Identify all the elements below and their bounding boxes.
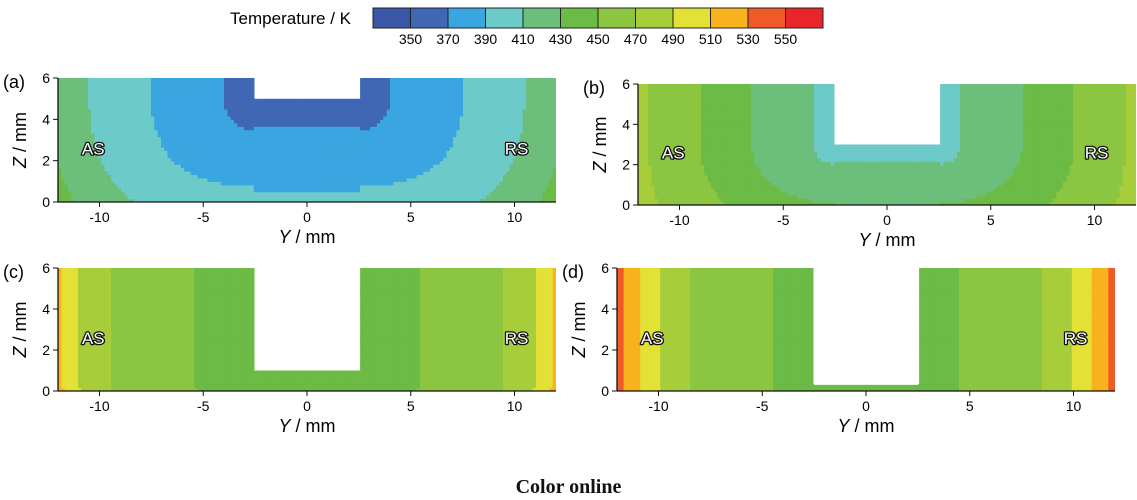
as-annotation: AS: [82, 329, 105, 348]
contour-panel: -10 -5 0 5 10 0 2 4 6 Y / mm Z / mm (b) AS RS: [583, 76, 1136, 250]
x-tick-label: 10: [1087, 212, 1103, 228]
x-tick-label: -10: [89, 209, 109, 225]
contour-panel: -10 -5 0 5 10 0 2 4 6 Y / mm Z / mm (c) AS RS: [3, 260, 556, 436]
colorbar-swatch: [785, 8, 824, 28]
x-axis-label: Y / mm: [858, 230, 915, 250]
x-tick-label: -5: [777, 212, 790, 228]
panel-label: (a): [3, 72, 25, 92]
x-tick-label: -10: [669, 212, 689, 228]
colorbar-tick-label: 370: [436, 31, 460, 47]
colorbar-title: Temperature / K: [230, 9, 352, 28]
y-axis-label: Z / mm: [569, 302, 589, 359]
x-tick-label: 0: [883, 212, 891, 228]
y-tick-label: 2: [42, 342, 50, 358]
tool-cavity: [835, 83, 939, 145]
colorbar-tick-label: 430: [549, 31, 573, 47]
x-tick-label: -10: [648, 398, 668, 414]
rs-annotation: RS: [505, 139, 529, 158]
colorbar-swatch: [373, 8, 411, 28]
x-tick-label: -5: [197, 209, 210, 225]
colorbar-swatch: [710, 8, 749, 28]
caption: Color online: [515, 476, 622, 498]
panel-label: (b): [583, 78, 605, 98]
x-tick-label: 5: [407, 398, 415, 414]
y-tick-label: 6: [622, 76, 630, 92]
x-tick-label: 10: [507, 209, 523, 225]
y-tick-label: 0: [622, 197, 630, 213]
tool-cavity: [255, 267, 359, 371]
y-tick-label: 2: [42, 153, 50, 169]
y-tick-label: 6: [601, 260, 609, 276]
y-tick-label: 2: [601, 342, 609, 358]
x-tick-label: 10: [1066, 398, 1082, 414]
temperature-field: [617, 268, 1115, 391]
y-tick-label: 0: [601, 383, 609, 399]
panel-label: (c): [3, 262, 24, 282]
y-tick-label: 6: [42, 260, 50, 276]
colorbar-swatch: [635, 8, 674, 28]
as-annotation: AS: [662, 144, 685, 163]
colorbar-swatch: [410, 8, 449, 28]
x-tick-label: -5: [756, 398, 769, 414]
x-tick-label: 0: [862, 398, 870, 414]
temperature-field: [638, 84, 1136, 205]
colorbar-swatch: [598, 8, 636, 28]
x-tick-label: 5: [987, 212, 995, 228]
colorbar-tick-label: 350: [399, 31, 423, 47]
y-tick-label: 2: [622, 157, 630, 173]
colorbar-swatch: [673, 8, 711, 28]
y-tick-label: 4: [601, 301, 609, 317]
colorbar-tick-label: 490: [661, 31, 685, 47]
as-annotation: AS: [641, 329, 664, 348]
y-tick-label: 4: [42, 301, 50, 317]
temperature-field: [58, 78, 556, 202]
y-tick-label: 0: [42, 194, 50, 210]
colorbar-tick-label: 510: [699, 31, 723, 47]
tool-cavity: [814, 267, 918, 385]
colorbar-swatch: [748, 8, 786, 28]
x-tick-label: 5: [407, 209, 415, 225]
y-axis-label: Z / mm: [10, 112, 30, 169]
colorbar-swatch: [485, 8, 524, 28]
tool-cavity: [255, 77, 359, 99]
x-tick-label: 5: [966, 398, 974, 414]
colorbar-tick-label: 550: [774, 31, 798, 47]
x-tick-label: 0: [303, 398, 311, 414]
y-tick-label: 6: [42, 70, 50, 86]
colorbar-swatch: [523, 8, 561, 28]
x-tick-label: -5: [197, 398, 210, 414]
rs-annotation: RS: [1085, 144, 1109, 163]
x-tick-label: 0: [303, 209, 311, 225]
contour-panel: -10 -5 0 5 10 0 2 4 6 Y / mm Z / mm (d) AS RS: [562, 260, 1115, 436]
y-tick-label: 0: [42, 383, 50, 399]
colorbar-tick-label: 410: [511, 31, 535, 47]
x-tick-label: 10: [507, 398, 523, 414]
temperature-field: [58, 268, 556, 391]
y-axis-label: Z / mm: [10, 302, 30, 359]
colorbar-tick-label: 390: [474, 31, 498, 47]
rs-annotation: RS: [505, 329, 529, 348]
y-tick-label: 4: [622, 116, 630, 132]
x-axis-label: Y / mm: [278, 227, 335, 247]
colorbar-swatch: [560, 8, 599, 28]
contour-panel: -10 -5 0 5 10 0 2 4 6 Y / mm Z / mm (a) AS RS: [3, 70, 556, 247]
as-annotation: AS: [82, 139, 105, 158]
x-axis-label: Y / mm: [278, 416, 335, 436]
colorbar-tick-label: 530: [736, 31, 760, 47]
x-axis-label: Y / mm: [837, 416, 894, 436]
panel-label: (d): [562, 262, 584, 282]
colorbar-tick-label: 450: [586, 31, 610, 47]
colorbar-swatch: [448, 8, 486, 28]
rs-annotation: RS: [1064, 329, 1088, 348]
y-tick-label: 4: [42, 111, 50, 127]
x-tick-label: -10: [89, 398, 109, 414]
y-axis-label: Z / mm: [590, 117, 610, 174]
colorbar-tick-label: 470: [624, 31, 648, 47]
